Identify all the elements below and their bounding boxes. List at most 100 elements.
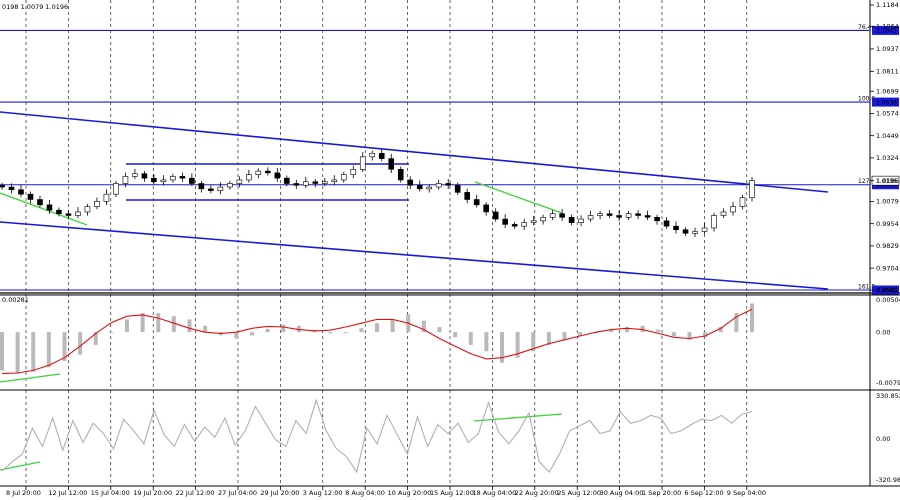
cci-line (1, 398, 753, 474)
price-tick-label: 1.0699 (876, 87, 899, 95)
candle-body (27, 193, 34, 200)
macd-bar (31, 332, 36, 372)
candle-body (663, 220, 670, 227)
candle-body (578, 218, 584, 223)
candles (0, 149, 755, 238)
candle-body (265, 170, 271, 174)
fibo-level-tag-text: 1.0638 (876, 99, 897, 106)
candle-body (730, 206, 736, 213)
price-tick-label: 0.9581 (876, 286, 899, 294)
macd-bar (437, 327, 442, 333)
candle-body (692, 231, 698, 234)
candle-body (37, 199, 43, 206)
fibo-levels: 76.41.1041100.01.0638127.21.0173161.80.9… (0, 24, 900, 295)
macd-bar (531, 332, 536, 352)
fibo-level-label: 161.8 (858, 284, 875, 291)
candle-body (170, 176, 176, 181)
fibo-level-label: 76.4 (858, 24, 872, 31)
candle-body (616, 215, 622, 218)
candle-body (597, 213, 603, 216)
time-tick-label: 18 Aug 04:00 (472, 489, 516, 497)
candle-body (473, 199, 480, 206)
fibo-level-tag (872, 97, 899, 107)
time-tick-label: 29 Jul 20:00 (260, 489, 299, 497)
time-tick-label: 8 Jul 20:00 (6, 489, 41, 497)
candle-body (56, 209, 62, 215)
macd-bar (625, 327, 629, 333)
candle-body (94, 200, 100, 207)
candle-body (340, 174, 347, 181)
macd-tick-label: 0.00504 (876, 296, 900, 304)
candle-body (160, 179, 167, 183)
macd-tick-label: 0.00 (876, 328, 890, 336)
candle-body (559, 213, 565, 218)
candle-body (321, 181, 328, 184)
macd-bar (750, 303, 754, 333)
candle-body (84, 206, 91, 213)
macd-bar (0, 332, 4, 371)
macd-bar (203, 325, 208, 333)
candle-body (435, 183, 442, 188)
candle-body (587, 215, 594, 220)
candle-body (236, 179, 243, 184)
channel-upper-line (0, 111, 829, 193)
price-tick-label: 0.9954 (876, 220, 899, 228)
macd-bar (578, 332, 583, 336)
candle-body (492, 211, 499, 220)
time-tick-label: 30 Aug 04:00 (600, 489, 644, 497)
macd-bar (671, 332, 676, 336)
macd-bar (109, 332, 114, 334)
time-tick-label: 15 Aug 12:00 (430, 489, 474, 497)
candle-body (246, 174, 252, 181)
price-tick-label: 1.0079 (876, 198, 899, 206)
candle-body (654, 216, 660, 222)
macd-bar (703, 332, 708, 338)
candle-body (302, 181, 309, 186)
candle-body (293, 183, 300, 186)
macd-bar (515, 332, 520, 358)
macd-bar (734, 313, 739, 333)
macd-bar (156, 313, 161, 333)
candle-body (208, 188, 214, 191)
candle-body (407, 179, 414, 186)
macd-bar (46, 332, 51, 368)
candle-body (132, 173, 138, 177)
candle-body (445, 183, 452, 186)
fibo-level-tag (872, 25, 899, 35)
candle-body (198, 183, 205, 190)
macd-bar (187, 319, 192, 333)
macd-bar (687, 332, 692, 340)
fibo-level-tag (872, 285, 899, 295)
candle-body (673, 225, 679, 231)
candle-body (464, 192, 470, 200)
divergence-line-macd (0, 373, 61, 383)
divergence-line-cci-1 (0, 461, 41, 471)
candle-body (122, 176, 129, 184)
time-tick-label: 6 Sep 12:00 (684, 489, 723, 497)
candle-body (350, 168, 357, 175)
macd-bar (468, 332, 473, 345)
macd-bar (265, 328, 270, 333)
candle-body (369, 152, 376, 158)
candle-body (606, 213, 613, 216)
price-tick-label: 1.0811 (876, 68, 899, 76)
macd-bar (281, 324, 286, 333)
candle-body (625, 213, 632, 218)
macd-header: 0.00281 (2, 296, 29, 304)
macd-bar (609, 329, 614, 333)
price-tick-label: 1.0574 (876, 110, 899, 118)
candle-body (644, 215, 651, 218)
macd-bar (640, 325, 645, 333)
price-tick-label: 1.0196 (876, 177, 899, 185)
cci-tick-label: 330.8524 (876, 392, 900, 400)
divergence-line-price-1 (0, 192, 88, 226)
candle-body (359, 156, 366, 170)
candle-body (217, 186, 224, 191)
candle-body (46, 204, 53, 211)
time-tick-label: 8 Aug 04:00 (345, 489, 385, 497)
candle-body (426, 186, 433, 190)
candle-body (521, 222, 527, 227)
candle-body (682, 229, 689, 234)
price-tick-label: 1.0937 (876, 45, 899, 53)
